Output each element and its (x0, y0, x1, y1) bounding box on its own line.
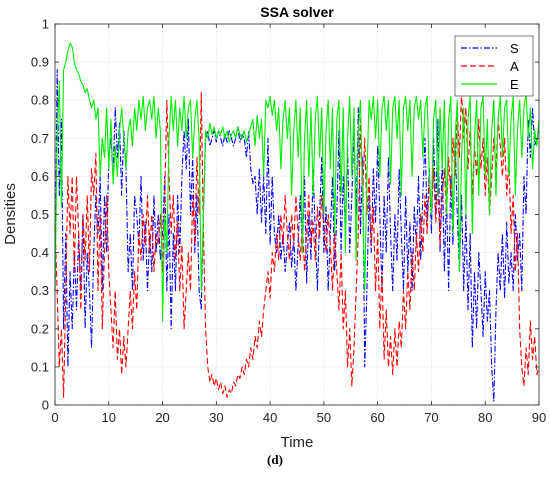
y-tick-label: 0.5 (31, 207, 49, 222)
x-tick-label: 10 (102, 410, 116, 425)
series-line-s (54, 69, 540, 402)
y-tick-label: 0.4 (31, 245, 49, 260)
x-tick-label: 40 (263, 410, 277, 425)
y-tick-label: 0.6 (31, 169, 49, 184)
legend-label-a: A (510, 59, 519, 74)
x-tick-label: 30 (209, 410, 223, 425)
legend-label-e: E (510, 77, 519, 92)
y-tick-label: 0 (42, 398, 49, 413)
figure-caption: (d) (267, 452, 283, 467)
y-axis-label: Densities (2, 183, 19, 245)
y-tick-label: 0.8 (31, 93, 49, 108)
x-tick-label: 90 (532, 410, 546, 425)
series-lines (54, 42, 540, 402)
x-tick-label: 50 (317, 410, 331, 425)
legend-label-s: S (510, 41, 519, 56)
y-tick-label: 0.7 (31, 131, 49, 146)
y-tick-label: 0.1 (31, 359, 49, 374)
x-tick-label: 60 (370, 410, 384, 425)
legend: SAE (454, 35, 534, 97)
x-tick-label: 20 (155, 410, 169, 425)
axis-ticks: 0 10 20 30 40 50 60 70 80 90 0 0.1 0.2 0.3 0.4 0.5 0.6 0.… (31, 17, 546, 426)
x-axis-label: Time (281, 434, 314, 450)
series-line-a (54, 92, 540, 398)
series-line-e (54, 42, 540, 322)
y-tick-label: 0.3 (31, 283, 49, 298)
x-tick-label: 70 (424, 410, 438, 425)
y-tick-label: 1 (42, 17, 49, 32)
y-tick-label: 0.2 (31, 321, 49, 336)
y-tick-label: 0.9 (31, 55, 49, 70)
x-tick-label: 80 (478, 410, 492, 425)
line-chart: 0 10 20 30 40 50 60 70 80 90 0 0.1 0.2 0.3 0.4 0.5 0.6 0.… (2, 4, 546, 450)
chart-title: SSA solver (260, 4, 334, 20)
x-tick-label: 0 (51, 410, 58, 425)
